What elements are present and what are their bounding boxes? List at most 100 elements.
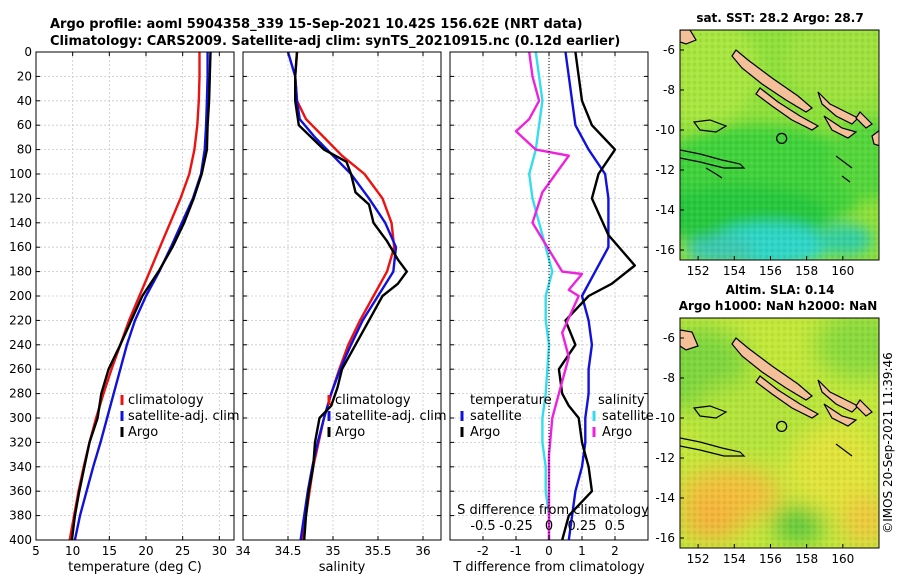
- x-tick-label: -1: [510, 544, 522, 558]
- y-tick-label: 260: [9, 362, 32, 376]
- x-tick-label: 1: [578, 544, 586, 558]
- x-tick-label-secondary: 0.25: [568, 519, 597, 534]
- y-tick-label: 280: [9, 387, 32, 401]
- y-tick-label: 220: [9, 313, 32, 327]
- x-axis-label: temperature (deg C): [68, 560, 202, 575]
- profile-panel-2: 34 34.5 35 35.5 36 salinity climatologysatelli…: [235, 51, 447, 575]
- y-tick-label: 80: [17, 143, 32, 157]
- legend-label: satellite-adj. clim: [128, 409, 240, 424]
- x-tick-label: -2: [477, 544, 489, 558]
- map-y-tick-label: -8: [663, 371, 675, 385]
- profile-plots: 5 10 15 20 25 3002040608010012014016018020022…: [9, 45, 654, 575]
- legend-label: Argo: [335, 425, 365, 440]
- legend-label: salinity: [598, 393, 645, 408]
- series-line-satellite-adj-clim: [73, 52, 209, 541]
- legend-label: satellite: [470, 409, 522, 424]
- y-tick-label: 240: [9, 338, 32, 352]
- header-line-2: Climatology: CARS2009. Satellite-adj cli…: [50, 34, 620, 49]
- sst-argo-marker: [776, 132, 788, 145]
- map-y-tick-label: -12: [655, 451, 675, 465]
- map-x-tick-label: 156: [759, 552, 782, 566]
- x-tick-label: 35.5: [365, 544, 392, 558]
- sst-map-title: sat. SST: 28.2 Argo: 28.7: [696, 11, 863, 25]
- y-tick-label: 140: [9, 216, 32, 230]
- series-line-argo: [70, 51, 212, 541]
- sst-map: sat. SST: 28.2 Argo: 28.7: [655, 11, 880, 278]
- map-y-tick-label: -6: [663, 43, 675, 57]
- map-y-tick-label: -10: [655, 411, 675, 425]
- y-tick-label: 320: [9, 435, 32, 449]
- x-tick-label: 2: [611, 544, 619, 558]
- map-y-tick-label: -10: [655, 123, 675, 137]
- series-line-t-argo: [557, 51, 636, 541]
- header-line-1: Argo profile: aoml 5904358_339 15-Sep-20…: [50, 17, 583, 32]
- map-x-tick-label: 152: [687, 264, 710, 278]
- sla-map-axes: 152 154 156 158 160 -6 -8 -10 -12 -14 -16: [655, 331, 854, 566]
- legend-label: Argo: [128, 425, 158, 440]
- legend-label: satellite: [602, 409, 654, 424]
- x-tick-label-secondary: -0.5: [470, 519, 495, 534]
- legend-label: climatology: [335, 393, 411, 408]
- map-x-tick-label: 152: [687, 552, 710, 566]
- map-x-tick-label: 156: [759, 264, 782, 278]
- y-tick-label: 60: [17, 118, 32, 132]
- x-tick-label: 10: [65, 544, 80, 558]
- legend-label: Argo: [602, 425, 632, 440]
- series-line-t-satellite: [564, 51, 610, 541]
- y-tick-label: 160: [9, 240, 32, 254]
- sst-map-frame: [679, 29, 880, 261]
- map-y-tick-label: -16: [655, 243, 675, 257]
- map-y-tick-label: -14: [655, 203, 675, 217]
- sst-land: [680, 30, 879, 183]
- x-tick-label: 20: [138, 544, 153, 558]
- map-x-tick-label: 158: [795, 264, 818, 278]
- footer-credit: ©IMOS 20-Sep-2021 11:39:46: [881, 352, 895, 534]
- sla-land: [680, 329, 873, 457]
- legend-label: temperature: [470, 393, 552, 408]
- sla-map: Altim. SLA: 0.14 Argo h1000: NaN h2000: …: [655, 283, 880, 566]
- x-tick-label: 35: [325, 544, 340, 558]
- sla-map-title: Altim. SLA: 0.14: [726, 283, 835, 297]
- y-tick-label: 180: [9, 265, 32, 279]
- x-axis-label: T difference from climatology: [452, 560, 645, 575]
- sla-argo-marker: [776, 420, 788, 433]
- y-tick-label: 300: [9, 411, 32, 425]
- x-tick-label: 0: [545, 544, 553, 558]
- x-tick-label-secondary: -0.25: [499, 519, 533, 534]
- profile-panel-3: -2 -1 0 1 2 T difference from climatology temp…: [449, 51, 654, 575]
- map-y-tick-label: -14: [655, 491, 675, 505]
- y-tick-label: 100: [9, 167, 32, 181]
- map-x-tick-label: 160: [831, 264, 854, 278]
- x-tick-label-secondary: 0.5: [605, 519, 626, 534]
- legend-label: climatology: [128, 393, 204, 408]
- y-tick-label: 360: [9, 484, 32, 498]
- y-tick-label: 380: [9, 509, 32, 523]
- map-y-tick-label: -16: [655, 531, 675, 545]
- map-y-tick-label: -12: [655, 163, 675, 177]
- map-y-tick-label: -6: [663, 331, 675, 345]
- sla-map-subtitle: Argo h1000: NaN h2000: NaN: [679, 299, 878, 313]
- profile-panel-1: 5 10 15 20 25 3002040608010012014016018020022…: [9, 45, 240, 575]
- map-x-tick-label: 154: [723, 264, 746, 278]
- x-tick-label: 5: [32, 544, 40, 558]
- y-tick-label: 20: [17, 69, 32, 83]
- x-axis-label-secondary: S difference from climatology: [457, 503, 649, 518]
- legend-label: satellite-adj. clim: [335, 409, 447, 424]
- x-tick-label: 36: [415, 544, 430, 558]
- series-line-s-argo: [514, 51, 584, 540]
- x-axis-label: salinity: [319, 560, 366, 575]
- x-tick-label-secondary: 0: [545, 519, 553, 534]
- y-tick-label: 340: [9, 460, 32, 474]
- y-tick-label: 400: [9, 533, 32, 547]
- sst-map-axes: 152 154 156 158 160 -6 -8 -10 -12 -14 -16: [655, 43, 854, 278]
- x-tick-label: 25: [175, 544, 190, 558]
- map-x-tick-label: 160: [831, 552, 854, 566]
- x-tick-label: 34.5: [275, 544, 302, 558]
- map-x-tick-label: 158: [795, 552, 818, 566]
- y-tick-label: 200: [9, 289, 32, 303]
- y-tick-label: 120: [9, 191, 32, 205]
- x-tick-label: 34: [235, 544, 250, 558]
- y-tick-label: 0: [24, 45, 32, 59]
- x-tick-label: 15: [102, 544, 117, 558]
